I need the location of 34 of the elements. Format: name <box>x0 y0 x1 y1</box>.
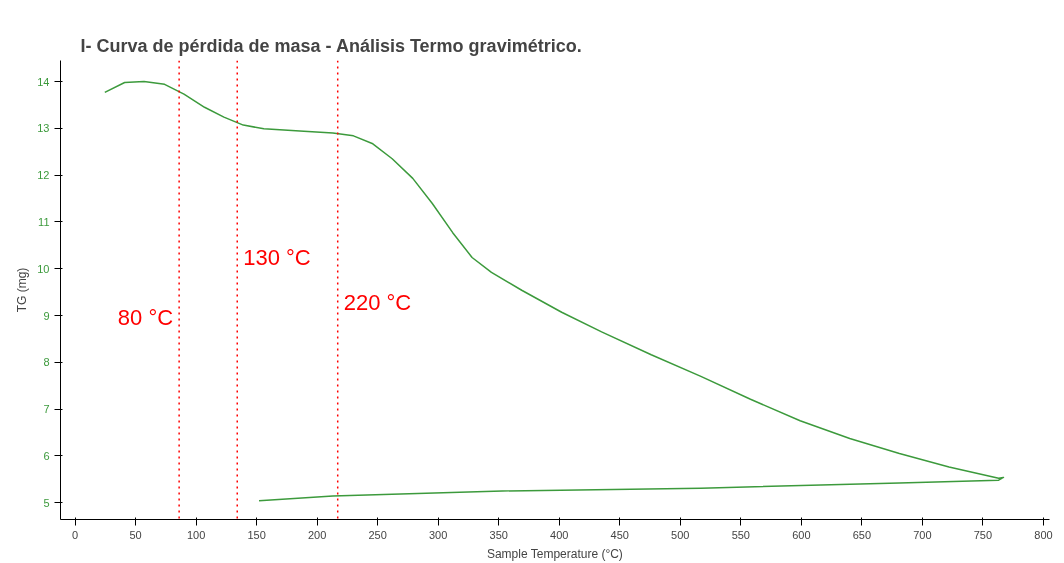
ref-line-label: 130 °C <box>243 244 311 270</box>
y-tick-label: 13 <box>37 122 50 135</box>
x-axis-title: Sample Temperature (°C) <box>486 546 623 561</box>
ref-line-label: 80 °C <box>117 304 174 330</box>
x-tick-label: 50 <box>129 528 142 541</box>
x-tick-label: 0 <box>71 528 79 541</box>
x-tick-label: 650 <box>852 528 872 541</box>
y-tick-label: 8 <box>43 356 50 369</box>
x-tick-label: 150 <box>247 528 266 541</box>
x-tick-label: 500 <box>671 528 690 541</box>
x-tick-label: 200 <box>307 528 327 541</box>
ref-line-label: 220 °C <box>343 289 412 315</box>
x-tick-label: 600 <box>792 528 811 541</box>
y-tick-label: 10 <box>37 262 50 275</box>
x-tick-label: 250 <box>368 528 387 541</box>
y-tick-label: 5 <box>43 496 50 509</box>
line-series <box>104 80 1005 502</box>
x-tick-label: 300 <box>429 528 448 541</box>
x-tick-label: 750 <box>973 528 993 541</box>
x-tick-label: 800 <box>1034 528 1053 541</box>
y-tick-label: 11 <box>38 215 50 228</box>
x-tick-label: 450 <box>610 528 629 541</box>
chart-title: I- Curva de pérdida de masa - Análisis Termo gravimétrico. <box>80 35 582 56</box>
y-tick-label: 6 <box>43 449 50 462</box>
x-tick-label: 550 <box>731 528 750 541</box>
y-axis-title: TG (mg) <box>15 267 30 313</box>
x-tick-label: 350 <box>489 528 508 541</box>
y-tick-label: 14 <box>37 75 50 88</box>
y-tick-label: 7 <box>43 403 50 416</box>
x-tick-label: 700 <box>913 528 932 541</box>
y-tick-label: 12 <box>37 169 50 182</box>
x-tick-label: 100 <box>186 528 206 541</box>
x-tick-label: 400 <box>550 528 569 541</box>
y-tick-label: 9 <box>43 309 50 322</box>
